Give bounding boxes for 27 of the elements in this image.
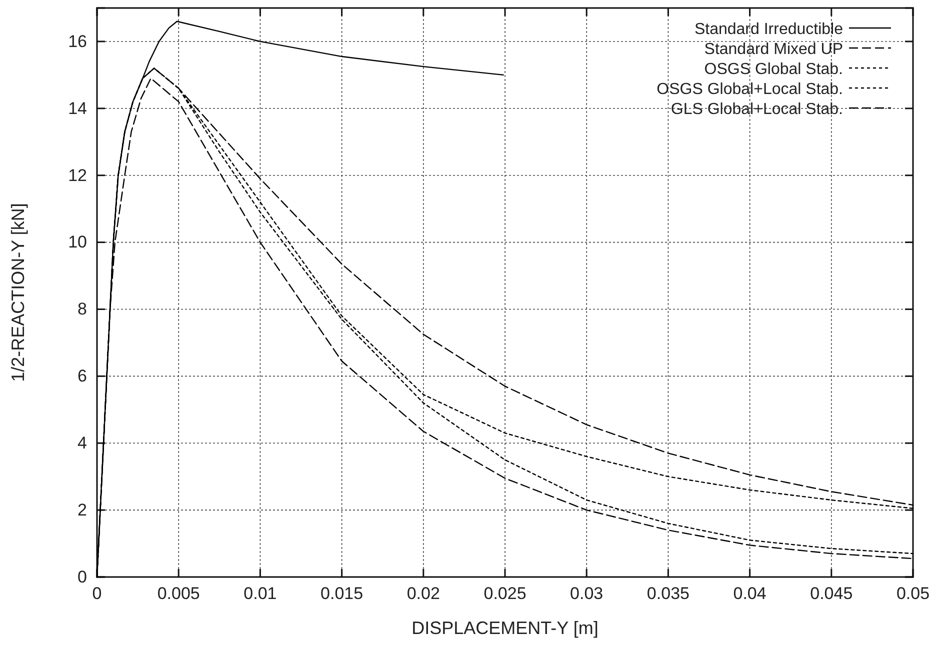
y-tick-label: 2 (78, 500, 87, 520)
legend-label: Standard Irreductible (694, 21, 844, 38)
x-tick-label: 0.005 (157, 584, 200, 604)
x-tick-label: 0 (92, 584, 102, 604)
x-tick-label: 0.03 (570, 584, 604, 604)
y-tick-label: 4 (78, 434, 87, 453)
x-tick-label: 0.025 (484, 584, 526, 604)
x-tick-label: 0.045 (810, 584, 853, 604)
x-tick-label: 0.05 (896, 584, 930, 604)
x-tick-label: 0.04 (733, 584, 766, 604)
y-axis-title: 1/2-REACTION-Y [kN] (8, 203, 28, 382)
legend-label: OSGS Global+Local Stab. (656, 81, 843, 98)
x-tick-label: 0.01 (244, 584, 277, 604)
legend-label: Standard Mixed UP (704, 41, 843, 58)
y-tick-label: 16 (68, 32, 87, 51)
y-tick-label: 8 (78, 300, 87, 319)
x-axis-title: DISPLACEMENT-Y [m] (412, 618, 598, 638)
y-tick-label: 0 (78, 567, 87, 586)
legend-label: OSGS Global Stab. (704, 61, 843, 78)
y-tick-label: 14 (68, 98, 87, 118)
y-tick-label: 10 (68, 232, 87, 252)
x-tick-label: 0.02 (406, 584, 440, 604)
x-tick-label: 0.015 (320, 584, 364, 604)
legend-label: GLS Global+Local Stab. (670, 101, 843, 118)
y-tick-label: 12 (68, 166, 87, 185)
y-tick-label: 6 (78, 366, 87, 386)
x-tick-label: 0.035 (646, 584, 690, 604)
